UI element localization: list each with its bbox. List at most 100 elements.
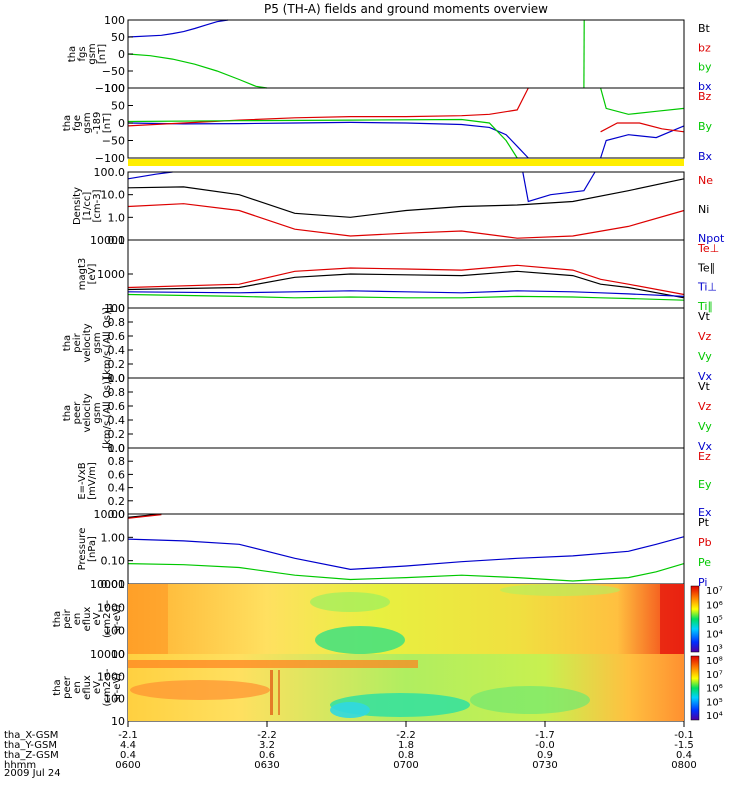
colorbar-label-peir_eflux-0: 10⁷ [706,586,723,597]
panel-peer_eflux: 10000 1000 100 10 tha peer en eflux eV (cm2-s-sr-… [52,648,723,728]
ylabel-peir_eflux-1: peir [62,608,73,628]
ylabel-peer_eflux-6: sr-eV) [112,673,123,702]
ylabel-fgs-0: tha [67,46,78,62]
time-axis-label-0: tha_X-GSM [4,730,58,741]
series-fge-Bx-1 [600,125,685,159]
ytick-efield-0: 1.0 [108,442,126,455]
ytick-peir_velocity-0: 1.0 [108,302,126,315]
colorbar-peer [690,655,700,721]
ytick-temperature-2: 100 [104,302,125,315]
ylabel-peir_velocity-1: peir [72,332,83,352]
series-density-Npot-2 [127,171,173,180]
ytick-peir_eflux-2: 100 [104,625,125,638]
ylabel-peir_eflux-4: eV [92,612,103,625]
legend-peir_velocity-1: Vz [698,330,712,343]
ylabel-peer_velocity-4: [km/s (All Qs)] [102,377,113,449]
ylabel-fge-0: tha [62,115,73,131]
ytick-peer_velocity-2: 0.6 [108,400,126,413]
ytick-temperature-1: 1000 [97,268,125,281]
ytick-pressure-1: 1.00 [101,531,126,544]
quality-flag-bar [128,159,684,166]
legend-fgs-3: bx [698,80,712,93]
series-pressure-Pe-3 [127,563,685,582]
ylabel-fgs-3: [nT] [97,44,108,64]
legend-peer_velocity-3: Vx [698,440,713,453]
legend-fge-1: By [698,120,713,133]
series-temperature-Te-1 [127,270,685,299]
legend-density-1: Ni [698,203,709,216]
ylabel-peer_velocity-3: gsm [92,402,103,423]
colorbar-label-peer_eflux-4: 10⁴ [706,711,723,722]
time-axis-label-2: tha_Z-GSM [4,750,59,761]
legend-temperature-2: Ti⊥ [697,281,717,294]
legend-peer_velocity-2: Vy [698,420,712,433]
colorbar-label-peir_eflux-3: 10⁴ [706,630,723,641]
time-axis-value-1-2: 0.6 [259,750,275,761]
ytick-efield-2: 0.6 [108,468,126,481]
ytick-peer_velocity-5: 0.0 [108,442,126,455]
ylabel-peir_velocity-3: gsm [92,332,103,353]
time-axis-value-4-0: -0.1 [674,730,694,741]
time-axis-value-2-0: -2.2 [396,730,416,741]
ytick-peir_velocity-1: 0.8 [108,316,126,329]
ylabel-fge-4: [nT] [102,113,113,133]
ylabel-peer_eflux-2: en [72,681,83,694]
series-temperature-Ti-2 [127,290,685,297]
ylabel-peir_eflux-6: sr-eV) [112,604,123,633]
ylabel-peer_eflux-5: (cm2-s- [102,668,113,706]
ytick-peer_velocity-0: 1.0 [108,372,126,385]
ylabel-peer_eflux-0: tha [52,679,63,695]
ylabel-peir_velocity-0: tha [62,335,73,351]
ylabel-fgs-1: fgs [77,46,88,61]
ytick-peir_velocity-2: 0.6 [108,330,126,343]
ytick-peir_eflux-3: 10 [111,648,125,661]
ytick-peer_velocity-3: 0.4 [108,414,126,427]
colorbar-peir [690,585,700,653]
ylabel-peir_velocity-4: [km/s (All Qs)] [102,307,113,379]
legend-fgs-1: bz [698,41,711,54]
series-fge-Bz-2 [127,87,529,127]
ytick-fgs-0: 100 [104,14,125,27]
ylabel-pressure-0: Pressure [77,528,88,571]
series-fgs-bx-0 [127,19,229,38]
ylabel-peir_eflux-0: tha [52,611,63,627]
ytick-fge-4: −100 [95,152,125,165]
colorbar-label-peer_eflux-0: 10⁸ [706,656,723,667]
peer-eflux-spectrogram [128,654,684,721]
panel-fgs: 100 50 0 −50 −100 tha fgs gsm [nT] Bt bz by bx [67,14,712,95]
ytick-efield-5: 0.0 [108,508,126,521]
ytick-density-2: 1.0 [108,211,126,224]
legend-density-0: Ne [698,174,713,187]
ytick-efield-3: 0.4 [108,482,126,495]
series-temperature-Te-0 [127,264,685,296]
panel-density: 100.0 10.0 1.0 0.1 Density [1/cc] [cm-3] Ne Ni Np… [72,166,725,247]
series-temperature-Ti-3 [127,293,685,301]
time-axis-value-0-3: 0600 [115,760,140,771]
ytick-fge-0: 100 [104,82,125,95]
time-axis-value-2-1: 1.8 [398,740,414,751]
time-axis-value-1-0: -2.2 [257,730,277,741]
ytick-peir_eflux-0: 10000 [90,578,125,591]
frame-peer_velocity [127,377,685,449]
ytick-density-0: 100.0 [94,166,126,179]
figure-title: P5 (TH-A) fields and ground moments over… [264,2,548,16]
time-axis-value-4-2: 0.4 [676,750,692,761]
ylabel-efield-1: [mV/m] [87,462,98,500]
ytick-fgs-2: 0 [118,48,125,61]
time-axis-value-0-0: -2.1 [118,730,138,741]
legend-pressure-3: Pi [698,576,707,589]
series-fge-Bz-3 [600,122,685,133]
ytick-fgs-3: −50 [102,65,125,78]
frame-density [127,171,685,241]
ylabel-efield-0: E=-VxB [77,462,88,499]
ytick-fgs-1: 50 [111,31,125,44]
legend-temperature-0: Te⊥ [697,242,719,255]
colorbar-label-peir_eflux-2: 10⁵ [706,615,723,626]
legend-peer_velocity-0: Vt [698,380,711,393]
ylabel-peer_eflux-1: peer [62,675,73,699]
ytick-temperature-0: 10000 [90,234,125,247]
